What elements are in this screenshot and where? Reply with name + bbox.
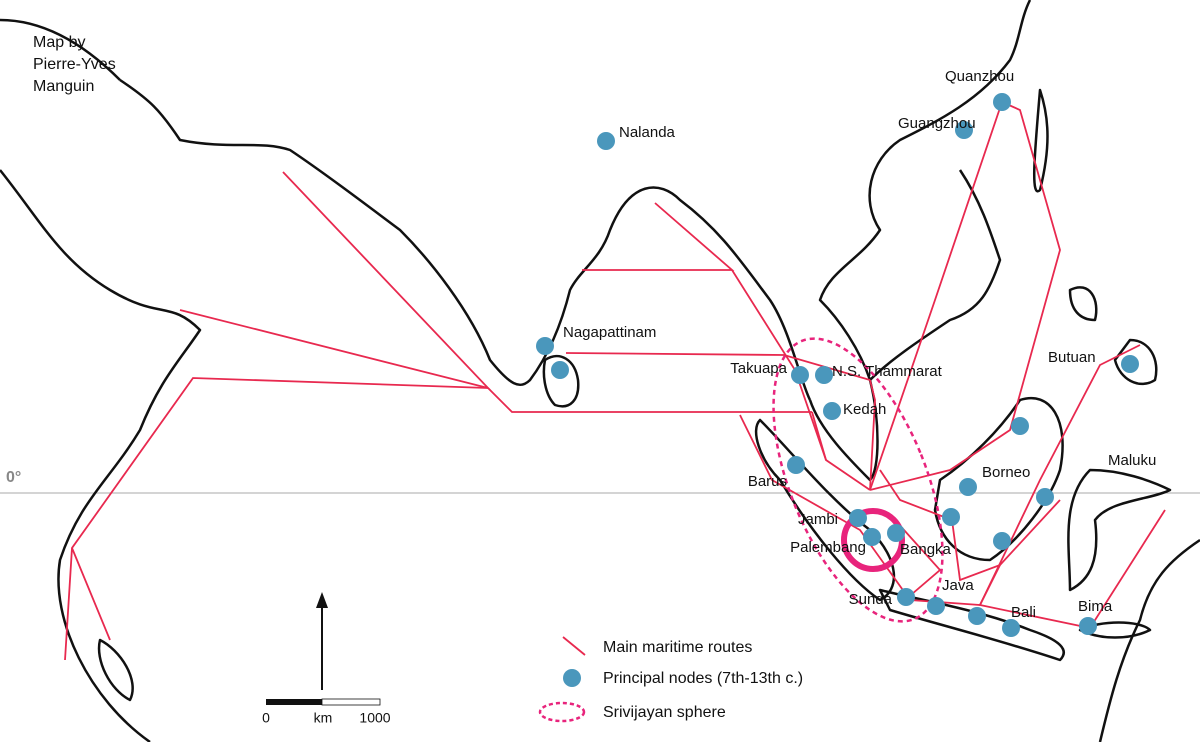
node <box>993 93 1011 111</box>
route <box>894 519 942 601</box>
scale-label: 1000 <box>359 710 390 726</box>
scale-segment <box>321 698 381 706</box>
route <box>869 101 1061 491</box>
nodes <box>536 93 1139 637</box>
route <box>869 379 876 491</box>
route <box>879 469 1166 630</box>
node <box>968 607 986 625</box>
scale-label: 0 <box>262 710 270 726</box>
capital-ring <box>841 508 905 572</box>
place-label: Bali <box>1011 604 1036 621</box>
node <box>959 478 977 496</box>
node <box>791 366 809 384</box>
place-label: N.S. Thammarat <box>832 363 943 380</box>
node <box>897 588 915 606</box>
node <box>942 508 960 526</box>
node <box>597 132 615 150</box>
labels: Quanzhou Guangzhou Nalanda Nagapattinam Taku… <box>563 68 1156 621</box>
node <box>993 532 1011 550</box>
scale-label: km <box>314 710 333 726</box>
place-label: Butuan <box>1048 349 1096 366</box>
credit: Manguin <box>33 78 94 95</box>
node <box>863 528 881 546</box>
place-label: Kedah <box>843 401 886 418</box>
route <box>999 499 1061 566</box>
node <box>1121 355 1139 373</box>
legend-sphere <box>538 701 586 723</box>
node <box>823 402 841 420</box>
route <box>64 377 489 661</box>
place-label: Java <box>942 577 974 594</box>
legend: Main maritime routes Principal nodes (7t… <box>538 636 803 723</box>
scale-bar: 0 km 1000 <box>262 592 391 726</box>
node <box>887 524 905 542</box>
route <box>869 101 1003 491</box>
node <box>927 597 945 615</box>
credit: Map by <box>33 34 85 51</box>
legend-node <box>563 669 581 687</box>
node <box>1079 617 1097 635</box>
node <box>815 366 833 384</box>
place-label: Palembang <box>790 539 866 556</box>
place-label: Sunda <box>849 591 893 608</box>
route <box>811 411 827 461</box>
node <box>787 456 805 474</box>
place-label: Barus <box>748 473 787 490</box>
place-label: Nalanda <box>619 124 676 141</box>
route <box>487 387 812 413</box>
srivijayan-sphere <box>772 337 944 623</box>
legend-route <box>562 636 586 656</box>
place-label: Takuapa <box>730 360 787 377</box>
node <box>955 121 973 139</box>
node <box>1002 619 1020 637</box>
place-label: Nagapattinam <box>563 324 656 341</box>
node <box>536 337 554 355</box>
route <box>731 269 871 491</box>
route <box>71 547 111 641</box>
route <box>582 202 735 271</box>
node <box>551 361 569 379</box>
routes <box>64 101 1166 661</box>
credit: Pierre-Yves <box>33 56 116 73</box>
legend-label: Main maritime routes <box>603 639 752 656</box>
place-label: Guangzhou <box>898 115 976 132</box>
place-label: Maluku <box>1108 452 1156 469</box>
place-label: Borneo <box>982 464 1030 481</box>
legend-label: Srivijayan sphere <box>603 704 726 721</box>
equator-label: 0° <box>6 469 21 486</box>
scale-segment <box>266 699 322 705</box>
place-label: Jambi <box>798 511 838 528</box>
place-label: Quanzhou <box>945 68 1014 85</box>
node <box>1036 488 1054 506</box>
node <box>849 509 867 527</box>
node <box>1011 417 1029 435</box>
place-label: Bangka <box>900 541 952 558</box>
place-label: Bima <box>1078 598 1113 615</box>
north-arrow-head <box>316 592 328 608</box>
legend-label: Principal nodes (7th-13th c.) <box>603 670 803 687</box>
